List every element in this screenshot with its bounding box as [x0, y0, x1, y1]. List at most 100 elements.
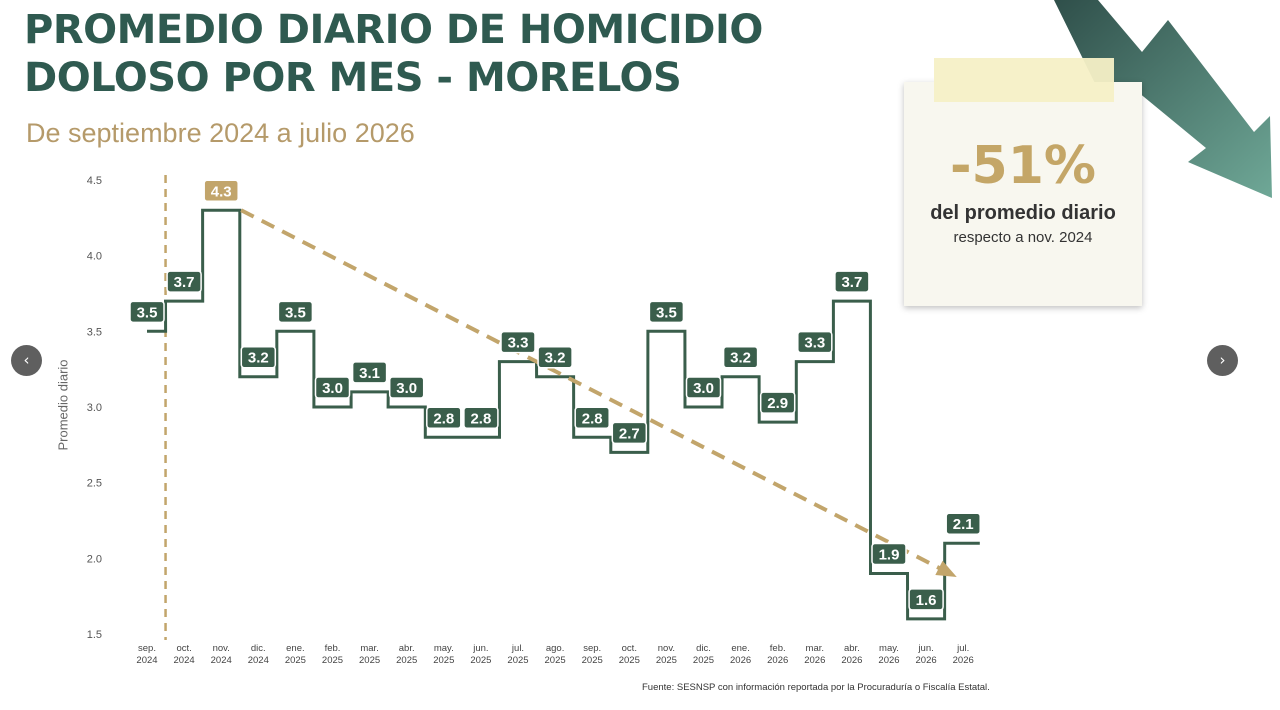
data-label: 3.5 [285, 304, 306, 321]
data-label: 3.7 [174, 274, 195, 291]
data-label: 3.2 [730, 350, 751, 367]
reduction-percent: -51% [949, 136, 1097, 196]
y-tick-label: 2.5 [87, 478, 102, 490]
x-tick-label-year: 2026 [730, 655, 751, 666]
data-label: 3.3 [804, 335, 825, 352]
data-label-badge [314, 376, 351, 399]
data-label-badge [759, 391, 796, 414]
x-tick-label-year: 2026 [953, 655, 974, 666]
data-label: 1.9 [879, 546, 900, 563]
data-label: 2.9 [767, 395, 788, 412]
data-label: 2.7 [619, 425, 640, 442]
reduction-note-card: -51% del promedio diario respecto a nov.… [904, 82, 1142, 306]
data-label-badge [722, 345, 759, 369]
x-tick-label-year: 2026 [916, 655, 937, 666]
x-tick-label-month: may. [434, 643, 454, 654]
x-tick-label-year: 2025 [433, 655, 454, 666]
data-label-badge [611, 421, 648, 445]
data-label: 3.2 [545, 350, 566, 367]
x-tick-label-month: jul. [956, 643, 969, 654]
x-tick-label-year: 2025 [656, 655, 677, 666]
x-tick-label-month: nov. [658, 643, 675, 654]
x-tick-label-month: sep. [138, 643, 156, 654]
x-tick-label-year: 2026 [767, 655, 788, 666]
data-label: 3.0 [322, 380, 343, 397]
data-label: 1.6 [916, 592, 937, 609]
data-label-badge [166, 270, 202, 293]
x-tick-label-month: mar. [806, 643, 824, 654]
x-tick-label-month: nov. [213, 643, 230, 654]
x-tick-label-month: jul. [511, 643, 524, 654]
data-label-badge [871, 542, 907, 566]
data-label-badge [426, 406, 462, 430]
y-tick-label: 3.5 [87, 326, 102, 338]
x-tick-label-month: sep. [583, 643, 601, 654]
data-label: 2.1 [953, 516, 974, 533]
reduction-caption: del promedio diario [930, 202, 1116, 224]
x-tick-label-month: abr. [399, 643, 415, 654]
data-label-badge [797, 330, 833, 354]
x-tick-label-year: 2025 [545, 655, 566, 666]
x-tick-label-year: 2025 [582, 655, 603, 666]
x-tick-label-year: 2025 [322, 655, 343, 666]
x-tick-label-year: 2024 [211, 655, 232, 666]
note-tape [934, 58, 1114, 102]
x-tick-label-year: 2024 [174, 655, 195, 666]
trend-dashed-line [240, 208, 955, 577]
x-tick-label-year: 2024 [248, 655, 269, 666]
data-label: 3.0 [693, 380, 714, 397]
x-tick-label-year: 2026 [878, 655, 899, 666]
data-label-badge [388, 376, 425, 399]
x-tick-label-month: ago. [546, 643, 565, 654]
data-label-badge [685, 376, 722, 399]
data-label-badge [537, 345, 573, 369]
data-label-badge [500, 330, 536, 354]
previous-slide-button[interactable]: ‹ [11, 345, 42, 376]
y-tick-label: 4.5 [87, 175, 102, 187]
y-tick-label: 2.0 [87, 553, 102, 565]
data-label: 3.2 [248, 350, 269, 367]
x-tick-label-year: 2025 [619, 655, 640, 666]
chart-title: PROMEDIO DIARIO DE HOMICIDIO DOLOSO POR … [24, 6, 763, 102]
x-tick-label-month: mar. [360, 643, 378, 654]
data-label-badge [945, 512, 981, 535]
down-trend-arrow-icon [1054, 0, 1272, 198]
data-label: 4.3 [211, 183, 232, 200]
data-label-badge [240, 345, 277, 369]
data-label-badge [277, 300, 314, 324]
data-label: 3.5 [137, 304, 158, 321]
data-label-badge [351, 361, 388, 384]
x-tick-label-month: may. [879, 643, 899, 654]
chart-title-line-1: PROMEDIO DIARIO DE HOMICIDIO [24, 7, 763, 53]
source-note: Fuente: SESNSP con información reportada… [642, 682, 990, 693]
data-label-badge [129, 300, 165, 324]
x-tick-label-year: 2024 [136, 655, 157, 666]
data-label-badge [908, 588, 944, 611]
reduction-reference: respecto a nov. 2024 [953, 229, 1093, 246]
data-label: 3.0 [396, 380, 417, 397]
data-label: 3.7 [841, 274, 862, 291]
x-tick-label-year: 2025 [470, 655, 491, 666]
x-tick-label-month: feb. [770, 643, 786, 654]
y-tick-label: 1.5 [87, 629, 102, 641]
y-tick-label: 4.0 [87, 251, 102, 263]
y-tick-label: 3.0 [87, 402, 102, 414]
data-label-badge [834, 270, 870, 293]
x-tick-label-year: 2025 [285, 655, 306, 666]
data-label: 3.3 [508, 335, 529, 352]
x-tick-label-month: abr. [844, 643, 860, 654]
x-tick-label-month: dic. [251, 643, 266, 654]
chart-title-line-2: DOLOSO POR MES - MORELOS [24, 55, 682, 101]
y-axis-label: Promedio diario [55, 359, 71, 451]
x-tick-label-month: dic. [696, 643, 711, 654]
chart-subtitle: De septiembre 2024 a julio 2026 [26, 118, 415, 148]
data-label-badge [574, 406, 610, 430]
data-label: 2.8 [582, 410, 603, 427]
next-slide-button[interactable]: › [1207, 345, 1238, 376]
x-tick-label-year: 2025 [396, 655, 417, 666]
x-tick-label-month: oct. [622, 643, 637, 654]
x-tick-label-month: ene. [731, 643, 750, 654]
x-tick-label-year: 2025 [359, 655, 380, 666]
x-tick-label-month: feb. [325, 643, 341, 654]
